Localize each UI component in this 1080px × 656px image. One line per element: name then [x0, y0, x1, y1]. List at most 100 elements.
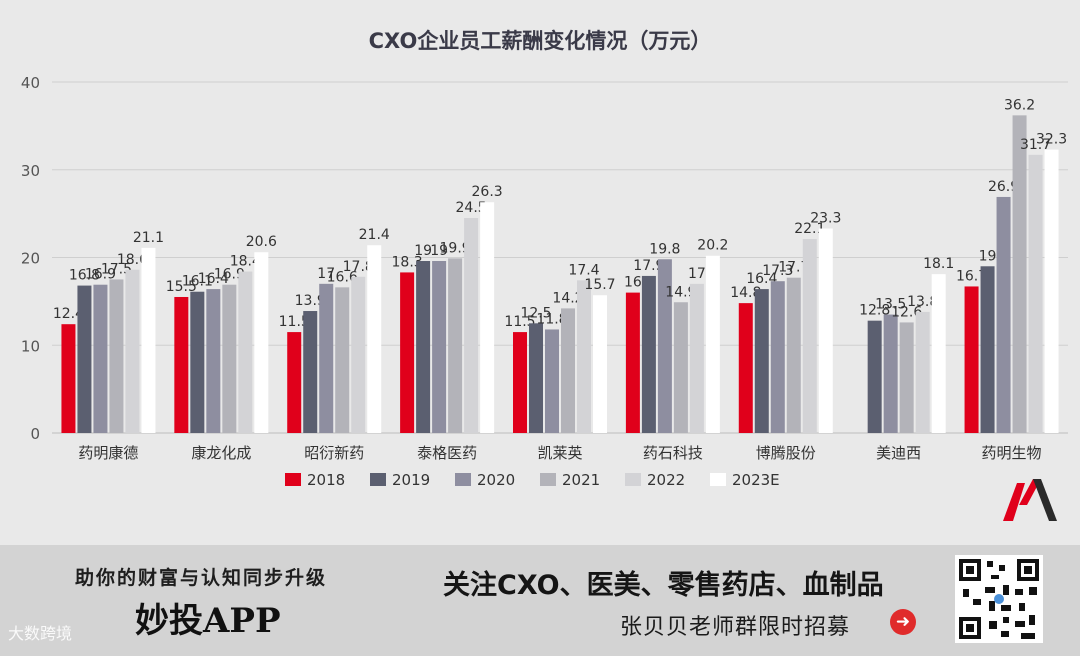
bar [464, 218, 479, 433]
data-label: 14.8 [730, 285, 761, 301]
data-label: 20.2 [697, 238, 728, 254]
y-tick-label: 30 [21, 162, 40, 180]
bar [109, 279, 124, 433]
legend-swatch [285, 473, 301, 486]
x-tick-label: 博腾股份 [756, 444, 816, 462]
banner-slogan: 助你的财富与认知同步升级 [75, 567, 328, 589]
data-label: 18.3 [392, 254, 423, 270]
bar [883, 314, 898, 433]
bar-chart: CXO企业员工薪酬变化情况（万元）01020304012.416.816.917… [21, 29, 1068, 489]
data-label: 16.8 [69, 268, 100, 284]
x-tick-label: 泰格医药 [417, 444, 477, 462]
data-label: 12.4 [53, 306, 84, 322]
data-label: 26.9 [988, 179, 1019, 195]
legend-label: 2020 [477, 471, 515, 489]
recruit-text[interactable]: 张贝贝老师群限时招募 [620, 615, 851, 640]
bar [303, 311, 318, 433]
bar [577, 280, 591, 433]
data-label: 19 [430, 243, 448, 259]
data-label: 11.5 [504, 314, 535, 330]
bar [416, 261, 431, 433]
bar [206, 289, 221, 433]
legend-label: 2022 [647, 471, 685, 489]
bar [448, 258, 463, 433]
data-label: 17 [317, 266, 335, 282]
legend-label: 2021 [562, 471, 600, 489]
bar [125, 269, 140, 433]
banner-headline: 关注CXO、医美、零售药店、血制品 [443, 570, 884, 601]
bar [770, 281, 785, 433]
data-label: 17.8 [343, 259, 374, 275]
legend-swatch [455, 473, 471, 486]
legend-swatch [625, 473, 641, 486]
data-label: 18.1 [923, 256, 954, 272]
y-tick-label: 0 [30, 425, 40, 443]
data-label: 16.4 [746, 271, 777, 287]
bar [1044, 149, 1059, 433]
legend-swatch [710, 473, 726, 486]
bar [367, 245, 382, 433]
x-tick-label: 美迪西 [876, 444, 921, 462]
bar [238, 271, 253, 433]
bar [964, 286, 979, 433]
x-tick-label: 药明康德 [78, 444, 138, 462]
arrow-right-icon[interactable]: ➜ [890, 609, 916, 635]
data-label: 12.8 [859, 303, 890, 319]
x-tick-label: 昭衍新药 [304, 444, 364, 462]
data-label: 15.5 [166, 279, 197, 295]
bar [754, 289, 769, 433]
bar [432, 261, 447, 433]
chart-area: CXO企业员工薪酬变化情况（万元） 0 10 20 30 40 12.4 16.8 16.9 17… [20, 29, 1068, 521]
bar [673, 302, 688, 433]
bar [190, 291, 205, 433]
bar [77, 285, 92, 433]
bar [480, 202, 495, 433]
data-label: 21.4 [359, 227, 390, 243]
data-label: 14.2 [552, 290, 583, 306]
bar [786, 277, 801, 433]
bar [319, 283, 334, 433]
data-label: 17.9 [633, 258, 664, 274]
data-label: 19.8 [649, 241, 680, 257]
data-label: 16.6 [327, 269, 358, 285]
app-name: 妙投APP [135, 601, 281, 641]
x-tick-label: 康龙化成 [191, 444, 251, 462]
bar [802, 239, 817, 433]
bar [529, 323, 543, 433]
bar [93, 284, 108, 433]
bar [1012, 115, 1027, 433]
data-label: 16.1 [182, 274, 213, 290]
data-label: 17.7 [778, 260, 809, 276]
data-label: 13.5 [875, 297, 906, 313]
data-label: 36.2 [1004, 97, 1035, 113]
bar [254, 252, 269, 433]
data-label: 11.8 [536, 311, 567, 327]
data-label: 18.6 [117, 252, 148, 268]
bar [996, 196, 1011, 433]
data-label: 18.4 [230, 254, 261, 270]
data-label: 16 [624, 275, 642, 291]
data-label: 14.9 [665, 284, 696, 300]
bar [174, 296, 189, 433]
data-label: 15.7 [584, 277, 615, 293]
data-label: 17.4 [568, 262, 599, 278]
data-label: 17 [688, 266, 706, 282]
data-label: 12.5 [520, 305, 551, 321]
data-label: 19.9 [440, 240, 471, 256]
data-label: 22.1 [794, 221, 825, 237]
bar [738, 303, 753, 433]
data-label: 19 [979, 248, 997, 264]
bar [61, 324, 76, 433]
bar [899, 322, 914, 433]
bar [141, 247, 156, 433]
data-label: 17.3 [762, 263, 793, 279]
brand-logo-icon [1003, 479, 1057, 521]
bar [561, 308, 575, 433]
promo-banner: 助你的财富与认知同步升级 妙投APP 大数跨境 关注CXO、医美、零售药店、血制… [0, 545, 1080, 656]
data-label: 13.8 [907, 294, 938, 310]
data-label: 16.4 [198, 271, 229, 287]
data-label: 19 [414, 243, 432, 259]
data-label: 32.3 [1036, 132, 1067, 148]
y-tick-label: 10 [21, 337, 40, 355]
legend-swatch [540, 473, 556, 486]
